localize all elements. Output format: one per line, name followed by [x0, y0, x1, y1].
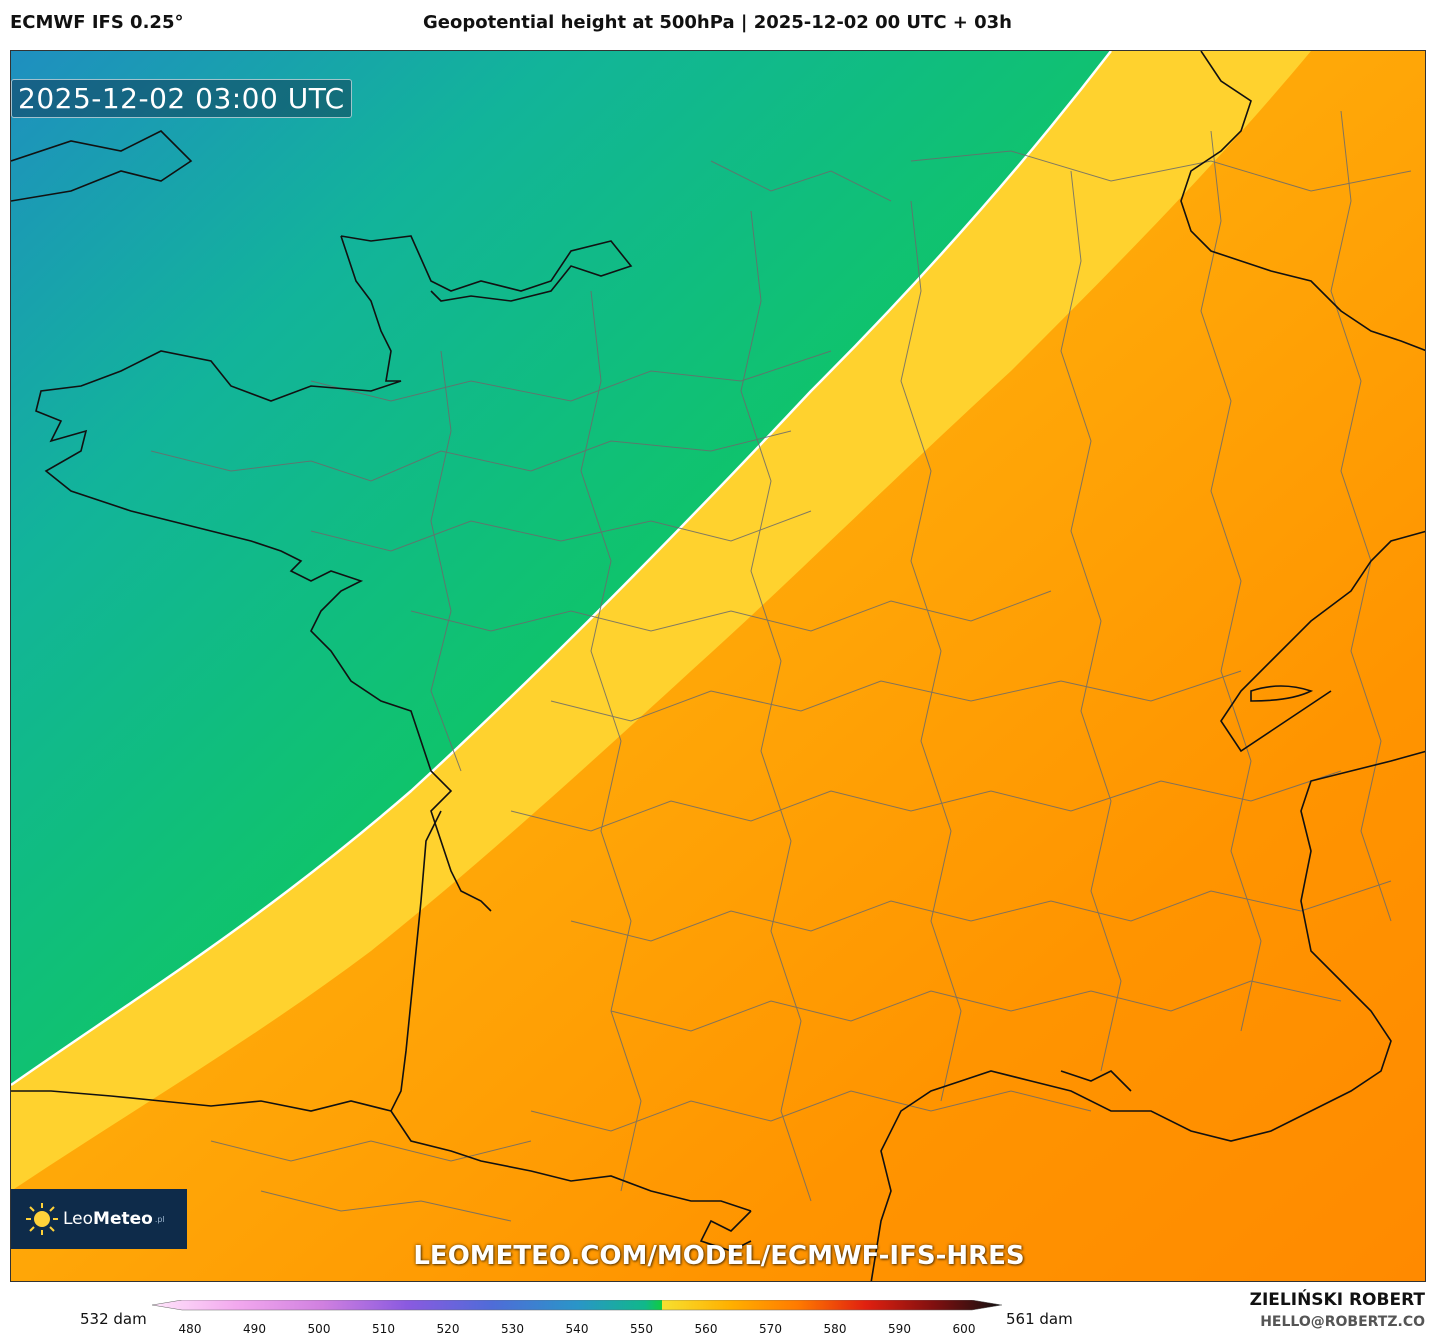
coastline — [11, 51, 1425, 1281]
scale-tick-580: 580 — [823, 1322, 847, 1336]
scale-tick-510: 510 — [372, 1322, 395, 1336]
logo-suffix: .pl — [154, 1214, 165, 1224]
scale-tick-560: 560 — [694, 1322, 718, 1336]
chart-title: Geopotential height at 500hPa | 2025-12-… — [422, 12, 1013, 33]
geopotential-field — [11, 51, 1425, 1281]
scale-tick-600: 600 — [952, 1322, 976, 1336]
scale-tick-530: 530 — [501, 1322, 524, 1336]
leometeo-logo[interactable]: LeoMeteo .pl — [11, 1189, 187, 1249]
scale-colorbar — [152, 1300, 1002, 1311]
scale-tick-480: 480 — [178, 1322, 202, 1336]
scale-min-label: 532 dam — [80, 1310, 147, 1328]
scale-tick-590: 590 — [888, 1322, 911, 1336]
valid-time-label: 2025-12-02 03:00 UTC — [11, 79, 352, 118]
scale-tick-550: 550 — [630, 1322, 653, 1336]
transition-band — [11, 51, 1425, 1191]
cool-zone — [11, 51, 1111, 1085]
scale-tick-490: 490 — [243, 1322, 266, 1336]
scale-tick-540: 540 — [565, 1322, 589, 1336]
sun-icon — [26, 1203, 58, 1235]
contour-line — [11, 51, 1112, 1087]
model-url-watermark: LEOMETEO.COM/MODEL/ECMWF-IFS-HRES — [413, 1241, 1025, 1271]
logo-text: LeoMeteo — [63, 1209, 153, 1229]
model-label: ECMWF IFS 0.25° — [10, 12, 184, 33]
map-panel[interactable]: 2025-12-02 03:00 UTC LeoMeteo .pl LEOMET… — [10, 50, 1426, 1282]
admin-boundaries — [150, 110, 1412, 1222]
scale-tick-500: 500 — [307, 1322, 331, 1336]
scale-tick-520: 520 — [436, 1322, 460, 1336]
scale-tick-570: 570 — [759, 1322, 782, 1336]
color-scale: 532 dam 480 490 500 510 520 530 540 550 560 57 — [0, 1290, 1435, 1338]
author-name: ZIELIŃSKI ROBERT — [1249, 1290, 1425, 1310]
author-email[interactable]: HELLO@ROBERTZ.CO — [1260, 1314, 1425, 1330]
scale-max-label: 561 dam — [1006, 1310, 1073, 1328]
